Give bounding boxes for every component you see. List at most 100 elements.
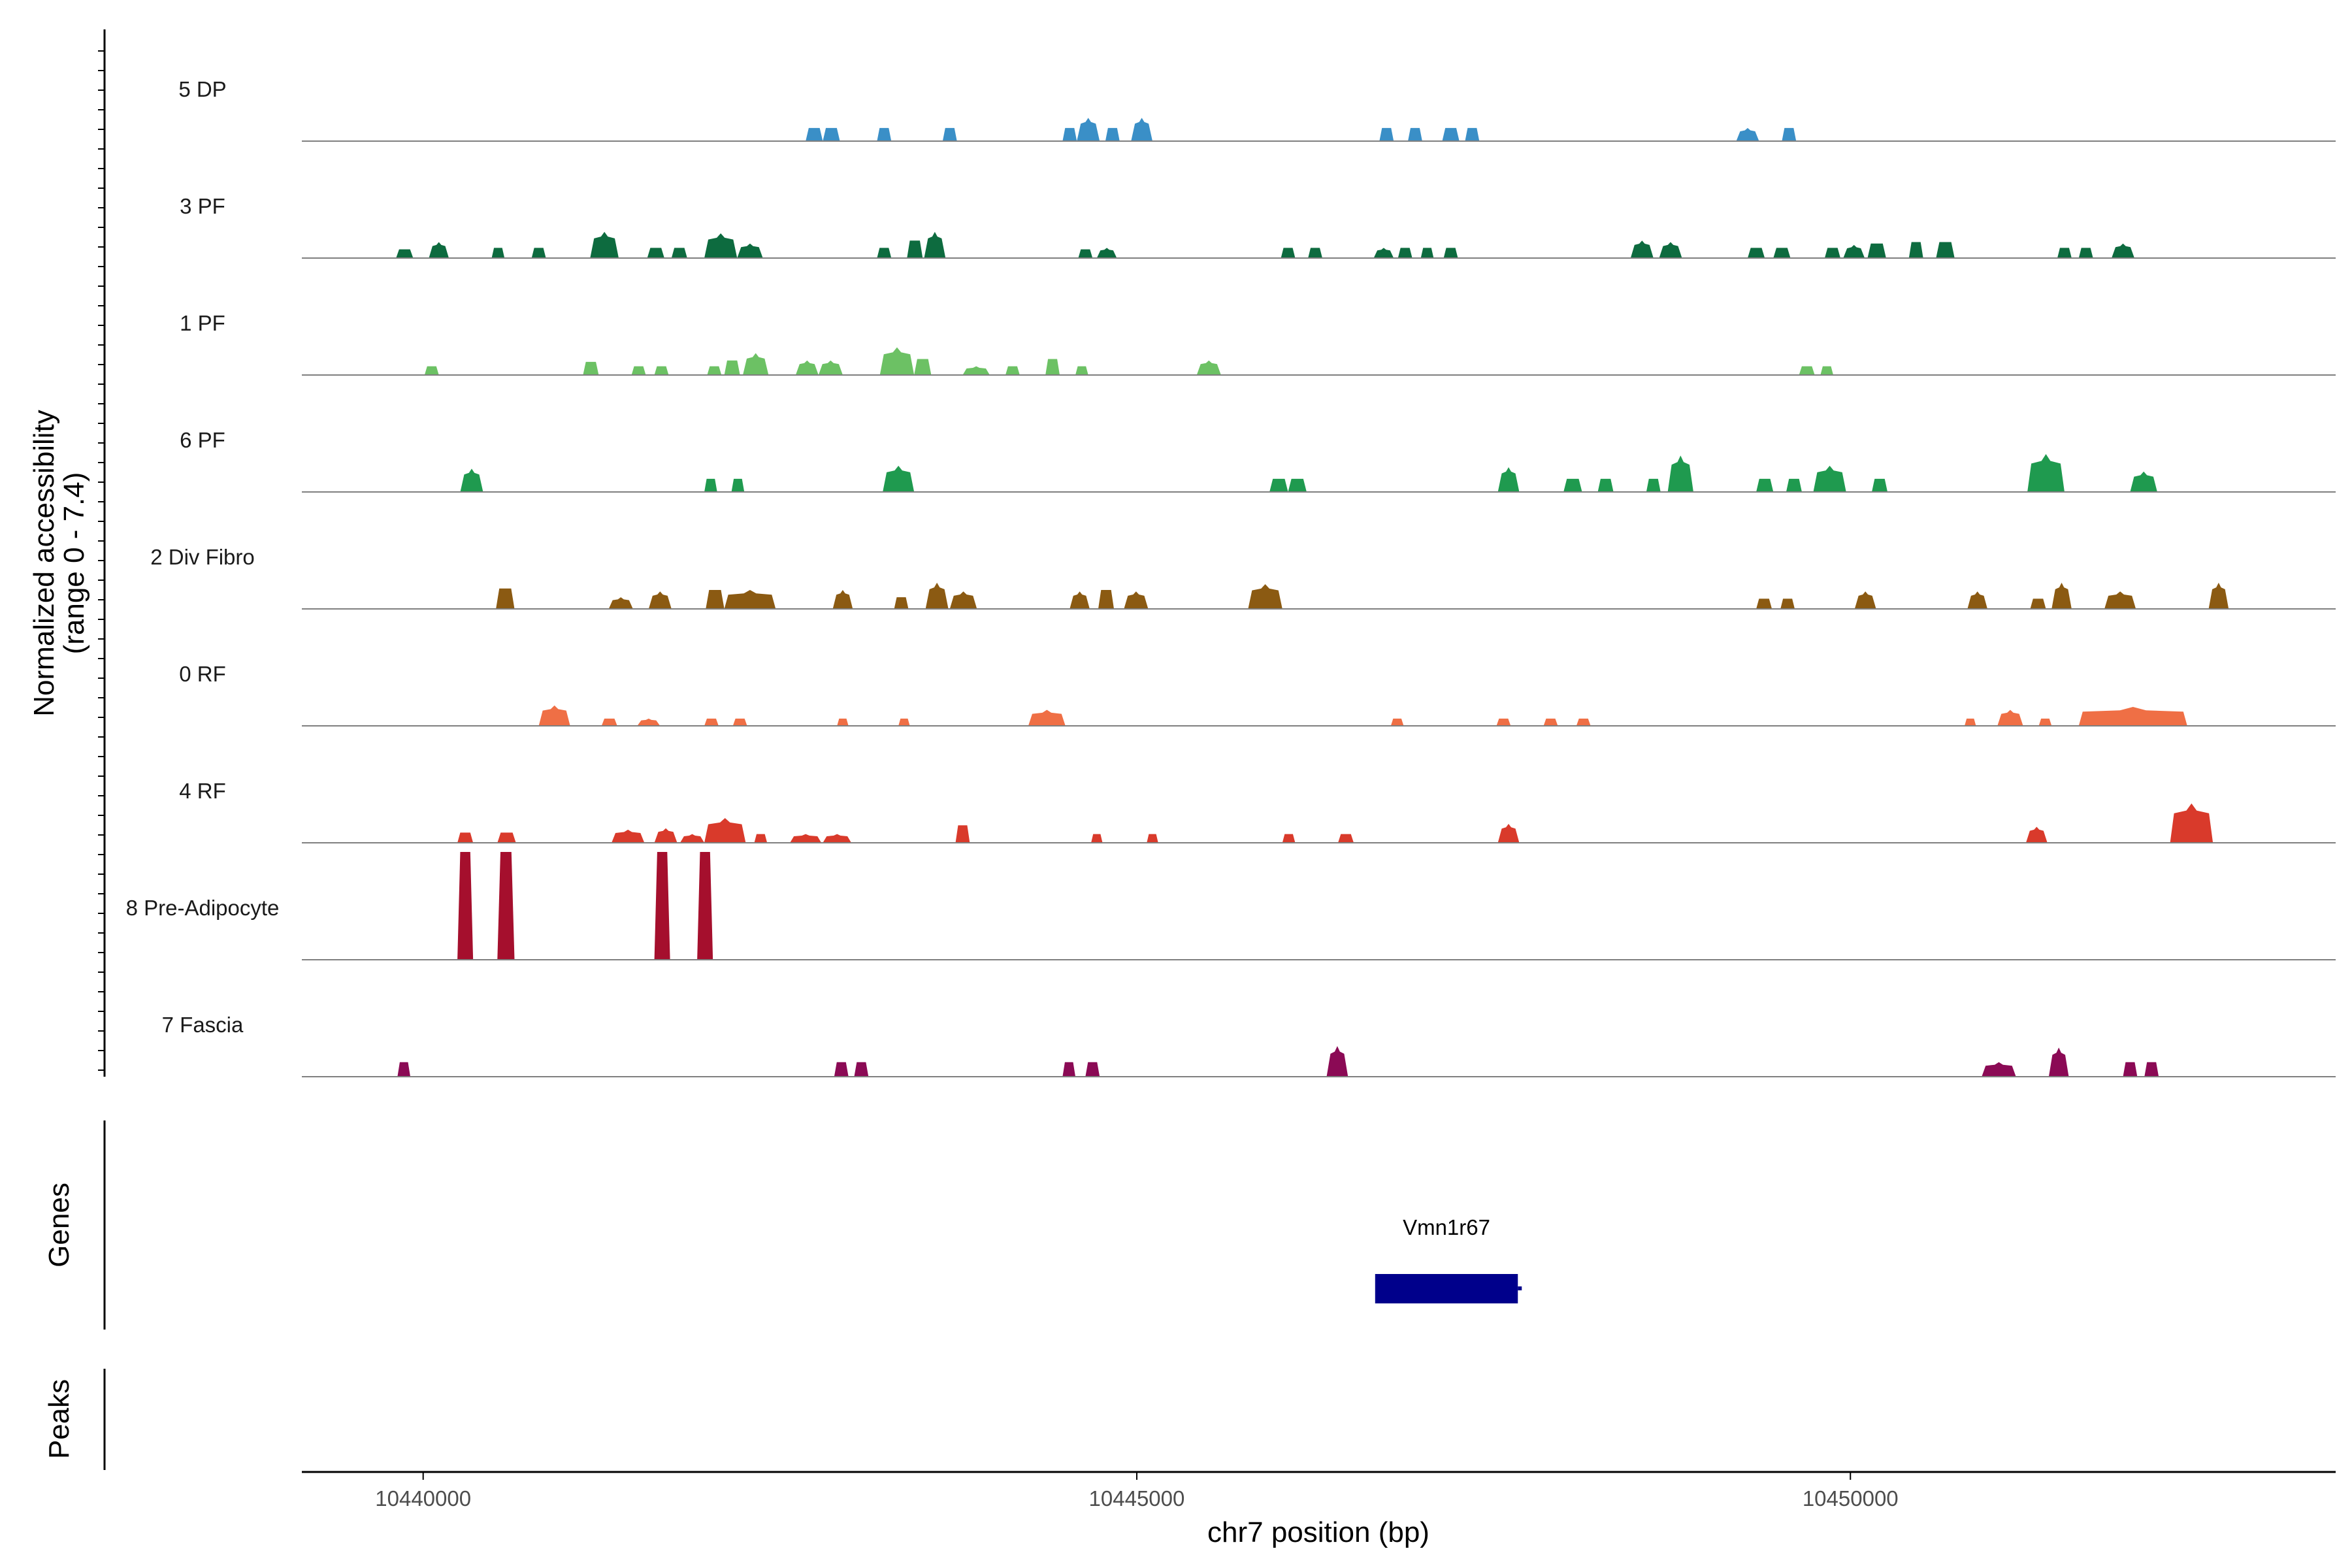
peaks-panel-label: Peaks: [43, 1379, 75, 1459]
coverage-peak: [654, 852, 670, 960]
coverage-peak: [955, 825, 970, 843]
coverage-peak: [1420, 248, 1434, 258]
y-axis-title-line1: Normalized accessibility: [28, 410, 60, 716]
track-label: 0 RF: [179, 662, 226, 686]
coverage-peak: [1756, 598, 1772, 609]
coverage-peak: [2057, 248, 2072, 258]
coverage-peak: [1045, 359, 1060, 375]
coverage-peak: [962, 366, 990, 375]
coverage-peak: [907, 240, 923, 258]
coverage-peak: [429, 242, 449, 258]
coverage-peak: [724, 590, 776, 609]
coverage-peak: [2208, 582, 2229, 609]
track-label: 1 PF: [180, 311, 225, 335]
coverage-peak: [942, 127, 957, 141]
coverage-peak: [1096, 248, 1117, 258]
coverage-peak: [1105, 127, 1120, 141]
coverage-peak: [1799, 366, 1815, 375]
coverage-peak: [731, 478, 745, 492]
coverage-peak: [2078, 248, 2093, 258]
track-5-dp: 5 DP: [178, 77, 2336, 142]
coverage-peak: [1908, 242, 1923, 258]
coverage-peak: [854, 1062, 869, 1077]
coverage-peak: [1497, 824, 1520, 843]
coverage-peak: [737, 243, 763, 258]
coverage-peak: [1563, 478, 1582, 492]
coverage-peak: [879, 347, 915, 375]
coverage-peak: [1147, 834, 1158, 843]
coverage-peak: [647, 248, 664, 258]
coverage-peak: [823, 834, 852, 843]
coverage-peak: [1543, 718, 1558, 726]
coverage-peak: [1131, 118, 1152, 141]
coverage-peak: [590, 231, 619, 258]
coverage-peak: [601, 718, 617, 726]
coverage-peak: [1747, 248, 1765, 258]
coverage-peak: [631, 366, 646, 375]
coverage-peak: [1497, 467, 1520, 492]
coverage-peak: [1780, 598, 1795, 609]
coverage-peak: [1997, 710, 2023, 726]
coverage-peak: [531, 248, 546, 258]
coverage-peak: [2130, 471, 2157, 492]
track-label: 7 Fascia: [162, 1013, 244, 1037]
coverage-peak: [1373, 248, 1394, 258]
coverage-peak: [2123, 1062, 2138, 1077]
coverage-peak: [496, 588, 515, 609]
coverage-peak: [1736, 127, 1759, 141]
track-2-div-fibro: 2 Div Fibro: [150, 545, 2336, 610]
coverage-peak: [754, 834, 768, 843]
coverage-peak: [654, 828, 678, 843]
coverage-peak: [612, 829, 645, 843]
coverage-peak: [583, 361, 599, 375]
coverage-peak: [1576, 718, 1591, 726]
coverage-peak: [732, 718, 747, 726]
track-0-rf: 0 RF: [179, 662, 2336, 727]
coverage-peak: [818, 360, 843, 375]
coverage-peak: [743, 353, 769, 375]
coverage-peak: [1196, 360, 1221, 375]
coverage-peak: [898, 718, 910, 726]
coverage-peak: [1786, 478, 1802, 492]
gene-label: Vmn1r67: [1403, 1215, 1490, 1239]
track-label: 2 Div Fibro: [150, 545, 255, 569]
x-tick-label: 10445000: [1089, 1486, 1185, 1511]
coverage-peak: [491, 248, 505, 258]
coverage-peak: [1597, 478, 1614, 492]
coverage-peak: [2104, 591, 2136, 609]
track-1-pf: 1 PF: [180, 311, 2336, 376]
track-3-pf: 3 PF: [180, 194, 2336, 259]
coverage-peak: [914, 359, 932, 375]
coverage-peak: [1659, 242, 1682, 258]
coverage-peak: [1248, 584, 1282, 609]
coverage-tracks: 5 DP 3 PF 1 PF 6 PF 2 Div Fibro 0 RF 4 RF 8 Pre…: [126, 77, 2336, 1077]
genes-panel-label: Genes: [43, 1183, 75, 1267]
coverage-peak: [1281, 248, 1296, 258]
coverage-peak: [1867, 243, 1886, 258]
x-axis-ticks: 10440000 10445000 10450000: [375, 1472, 1899, 1511]
coverage-peak: [679, 834, 705, 843]
coverage-peak: [1630, 240, 1654, 258]
coverage-peak: [2078, 707, 2187, 726]
coverage-peak: [1288, 478, 1307, 492]
coverage-peak: [1936, 242, 1955, 258]
coverage-peak: [1308, 248, 1322, 258]
coverage-peak: [1028, 710, 1066, 726]
coverage-peak: [1773, 248, 1791, 258]
coverage-peak: [2030, 598, 2046, 609]
coverage-peak: [2048, 1047, 2069, 1077]
coverage-peak: [397, 1062, 411, 1077]
coverage-peak: [1062, 1062, 1076, 1077]
track-label: 4 RF: [179, 779, 226, 803]
coverage-peak: [790, 834, 822, 843]
coverage-peak: [1965, 718, 1976, 726]
coverage-peak: [1854, 591, 1876, 609]
coverage-peak: [1091, 834, 1103, 843]
coverage-peak: [877, 127, 892, 141]
coverage-peak: [2051, 582, 2072, 609]
coverage-peak: [497, 832, 516, 843]
coverage-peak: [2112, 243, 2134, 258]
coverage-peak: [1326, 1046, 1348, 1077]
